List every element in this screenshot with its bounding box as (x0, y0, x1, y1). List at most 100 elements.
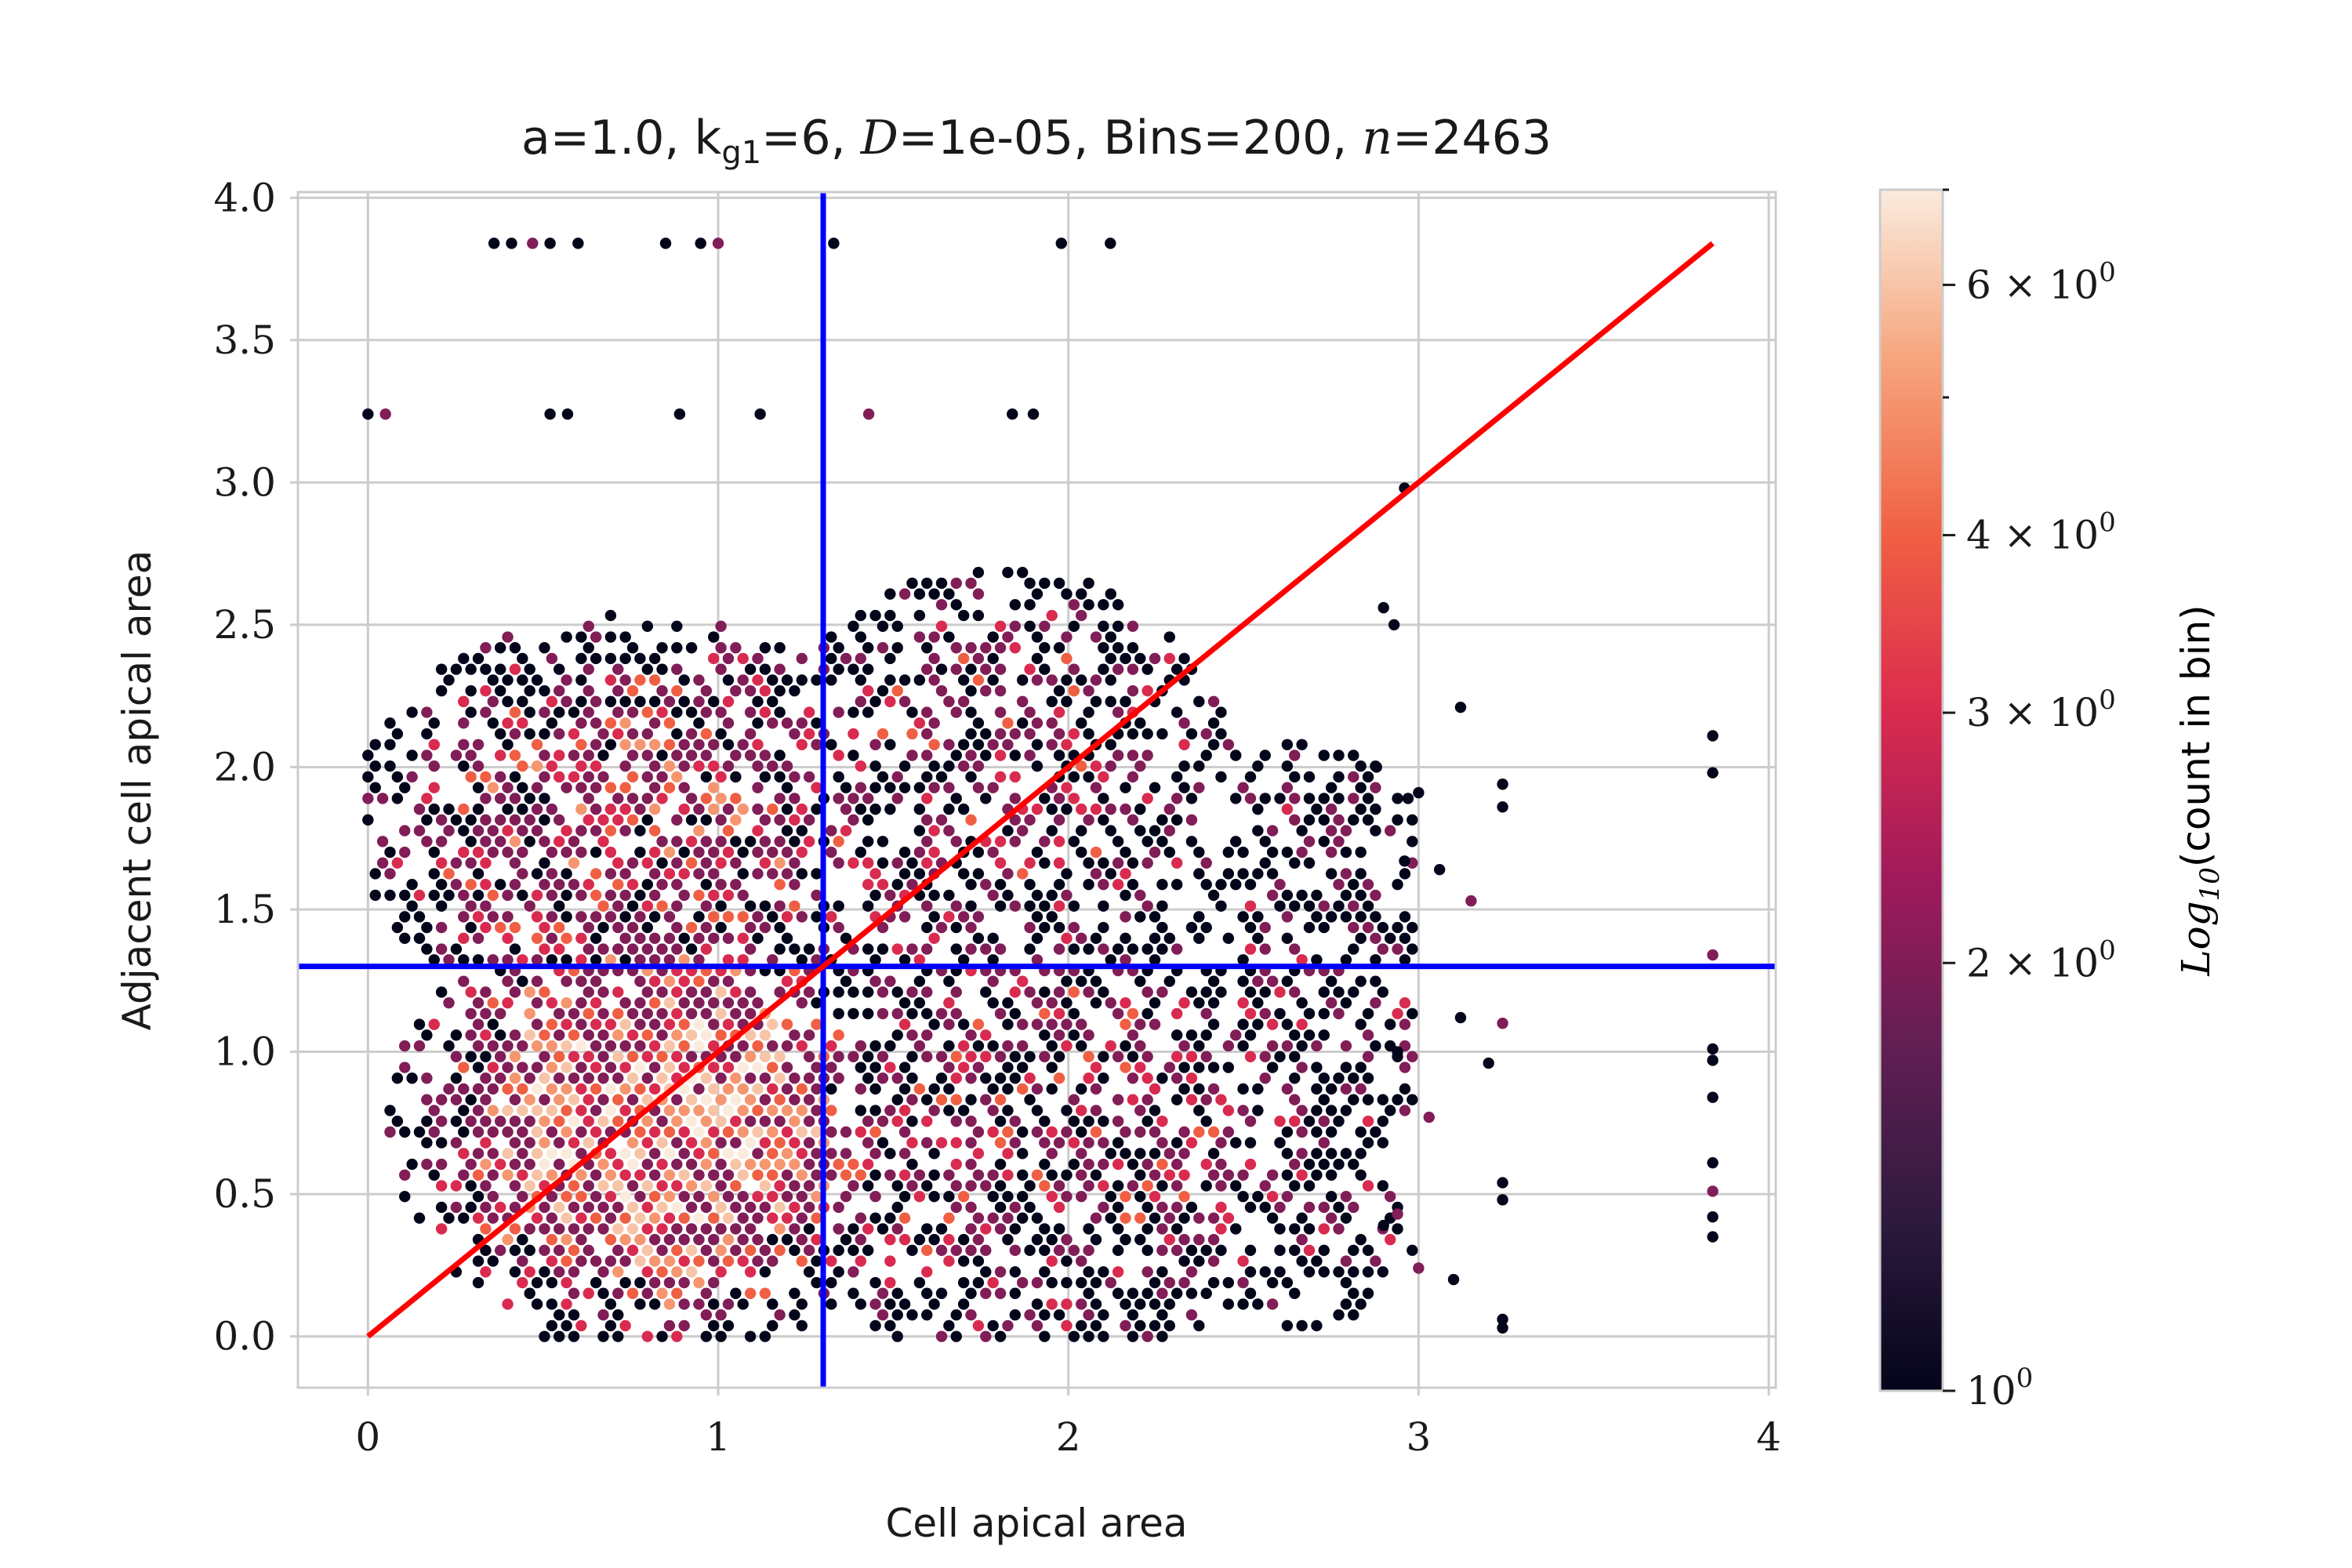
hexbin-cell (1039, 900, 1051, 912)
hexbin-cell (1362, 1180, 1374, 1192)
hexbin-cell (1076, 825, 1087, 837)
hexbin-cell (987, 1040, 999, 1052)
hexbin-cell (517, 1148, 528, 1160)
hexbin-cell (619, 954, 631, 966)
hexbin-cell (671, 728, 683, 740)
hexbin-cell (1281, 846, 1294, 858)
hexbin-cell (722, 760, 735, 772)
hexbin-cell (575, 825, 587, 837)
hexbin-cell (693, 1298, 705, 1310)
hexbin-cell (759, 684, 771, 697)
hexbin-cell (1053, 921, 1065, 934)
hexbin-cell (730, 1223, 742, 1235)
hexbin-cell (421, 814, 433, 826)
hexbin-cell (1009, 750, 1022, 761)
hexbin-cell (965, 1287, 977, 1299)
hexbin-cell (1377, 1180, 1389, 1192)
hexbin-cell (1325, 996, 1338, 1009)
hexbin-cell (1024, 663, 1036, 675)
hexbin-cell (1061, 1126, 1073, 1138)
hexbin-cell (1031, 717, 1044, 729)
hexbin-cell (1281, 1169, 1294, 1181)
hexbin-cell (575, 846, 587, 858)
hexbin-cell (1112, 642, 1124, 654)
hexbin-cell (659, 238, 672, 249)
hexbin-cell (465, 900, 477, 912)
hexbin-cell (1215, 728, 1227, 740)
hexbin-cell (1362, 878, 1374, 891)
hexbin-cell (965, 1051, 977, 1062)
hexbin-cell (1311, 1319, 1323, 1332)
hexbin-cell (855, 1062, 867, 1073)
hexbin-cell (1325, 1148, 1338, 1160)
hexbin-cell (626, 900, 639, 912)
hexbin-cell (391, 793, 404, 804)
hexbin-cell (1348, 1287, 1359, 1299)
hexbin-cell (1090, 1276, 1102, 1289)
hexbin-cell (987, 996, 999, 1009)
hexbin-cell (1237, 846, 1249, 858)
hexbin-cell (656, 750, 668, 761)
hexbin-cell (494, 1073, 506, 1084)
hexbin-cell (369, 868, 381, 880)
hexbin-cell (524, 728, 535, 740)
hexbin-cell (1385, 825, 1396, 837)
hexbin-cell (604, 652, 617, 665)
hexbin-cell (877, 836, 889, 848)
hexbin-cell (561, 996, 572, 1009)
hexbin-cell (399, 782, 411, 793)
hexbin-cell (891, 1094, 903, 1105)
hexbin-cell (1348, 1073, 1359, 1084)
hexbin-cell (1171, 1051, 1183, 1062)
hexbin-cell (1068, 684, 1080, 697)
hexbin-cell (575, 1191, 587, 1203)
hexbin-cell (811, 1105, 822, 1116)
hexbin-cell (1303, 1029, 1316, 1041)
hexbin-cell (590, 846, 602, 858)
hexbin-cell (1083, 943, 1094, 955)
hexbin-cell (531, 1276, 543, 1289)
hexbin-cell (604, 803, 617, 815)
hexbin-cell (906, 1073, 918, 1084)
hexbin-cell (921, 1287, 933, 1299)
hexbin-cell (413, 1018, 426, 1030)
hexbin-cell (700, 1007, 713, 1020)
hexbin-cell (700, 1308, 713, 1321)
hexbin-cell (1237, 1018, 1249, 1030)
hexbin-cell (678, 954, 690, 966)
hexbin-cell (648, 846, 661, 858)
hexbin-cell (1002, 889, 1014, 902)
hexbin-cell (759, 1094, 771, 1105)
hexbin-cell (796, 1298, 808, 1310)
hexbin-cell (502, 996, 514, 1009)
hexbin-cell (1244, 1287, 1257, 1299)
hexbin-cell (502, 1298, 514, 1310)
hexbin-cell (1370, 761, 1382, 773)
hexbin-cell (935, 577, 948, 590)
hexbin-cell (1497, 1194, 1508, 1206)
hexbin-cell (1061, 1233, 1073, 1246)
hexbin-cell (1281, 782, 1294, 793)
hexbin-cell (1016, 1040, 1029, 1052)
hexbin-cell (767, 1233, 779, 1246)
hexbin-cell (561, 631, 572, 643)
hexbin-cell (435, 878, 448, 891)
hexbin-cell (480, 1115, 492, 1127)
hexbin-cell (450, 1180, 463, 1192)
hexbin-cell (848, 1244, 859, 1257)
hexbin-cell (583, 1244, 594, 1257)
hexbin-cell (1362, 771, 1374, 783)
hexbin-cell (862, 1158, 874, 1171)
hexbin-cell (1105, 652, 1116, 665)
hexbin-cell (678, 1212, 690, 1224)
hexbin-cell (685, 1029, 698, 1041)
hexbin-cell (685, 1266, 698, 1278)
hexbin-cell (575, 1126, 587, 1138)
hexbin-cell (612, 663, 624, 675)
hexbin-cell (1497, 1018, 1508, 1029)
hexbin-cell (1039, 1115, 1051, 1127)
hexbin-cell (421, 706, 433, 718)
hexbin-cell (626, 921, 639, 934)
hexbin-cell (737, 868, 749, 880)
hexbin-cell (869, 609, 881, 622)
